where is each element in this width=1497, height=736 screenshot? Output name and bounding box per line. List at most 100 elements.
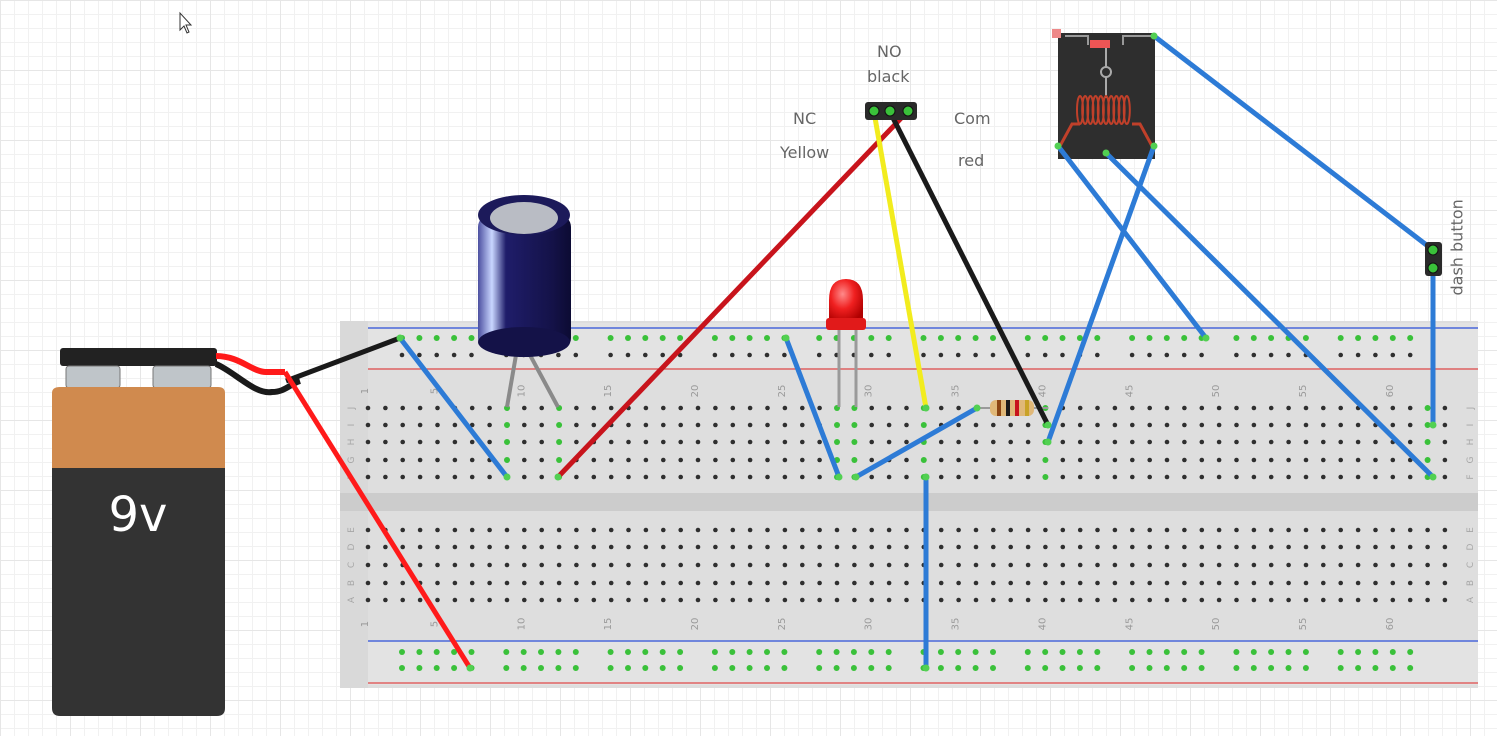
relay[interactable] [1052,29,1155,159]
breadboard-hole[interactable] [1407,474,1413,480]
breadboard-hole[interactable] [1321,405,1326,411]
breadboard-hole[interactable] [991,597,996,603]
breadboard-hole[interactable] [1425,527,1430,533]
breadboard-hole[interactable] [678,562,683,568]
rail-hole[interactable] [1198,649,1205,655]
rail-hole[interactable] [660,352,665,358]
rail-hole[interactable] [972,649,979,655]
breadboard-hole[interactable] [1338,405,1343,411]
breadboard-hole[interactable] [1251,474,1257,480]
breadboard-hole[interactable] [1043,597,1048,603]
breadboard-hole[interactable] [1008,439,1013,445]
rail-hole[interactable] [973,352,978,358]
breadboard-hole[interactable] [991,562,996,568]
wire-blue-6[interactable] [1056,144,1208,340]
breadboard-hole[interactable] [400,544,406,550]
breadboard-hole[interactable] [904,422,909,428]
breadboard-hole[interactable] [1077,405,1083,411]
breadboard-hole[interactable] [1355,562,1361,568]
breadboard-hole[interactable] [1268,562,1274,568]
rail-hole[interactable] [990,649,996,655]
breadboard-hole[interactable] [661,580,666,586]
breadboard-hole[interactable] [1077,474,1083,480]
breadboard-hole[interactable] [782,457,788,463]
breadboard-hole[interactable] [800,422,805,428]
rail-hole[interactable] [816,335,823,341]
breadboard-hole[interactable] [1216,457,1222,463]
rail-hole[interactable] [764,649,770,655]
breadboard-hole[interactable] [435,439,440,445]
breadboard-hole[interactable] [1025,439,1031,445]
breadboard-hole[interactable] [661,457,666,463]
breadboard-hole[interactable] [522,580,527,586]
breadboard-hole[interactable] [1338,544,1343,550]
rail-hole[interactable] [937,665,944,671]
breadboard-hole[interactable] [1216,580,1222,586]
wire-endpoint[interactable] [503,473,511,481]
breadboard-hole[interactable] [522,422,527,428]
breadboard-hole[interactable] [956,544,961,550]
breadboard-hole[interactable] [1199,527,1205,533]
breadboard-hole[interactable] [1182,597,1187,603]
breadboard-hole[interactable] [817,439,822,445]
breadboard-hole[interactable] [556,597,562,603]
breadboard-hole[interactable] [400,422,406,428]
breadboard-hole[interactable] [747,597,753,603]
breadboard-hole[interactable] [713,439,718,445]
breadboard-hole[interactable] [938,580,944,586]
breadboard-hole[interactable] [1303,597,1309,603]
breadboard-hole[interactable] [991,439,996,445]
rail-hole[interactable] [729,665,736,671]
rail-hole[interactable] [573,352,579,358]
rail-hole[interactable] [885,335,892,341]
wire-blue-8[interactable] [1152,34,1435,252]
breadboard-hole[interactable] [504,457,510,463]
rail-hole[interactable] [642,665,649,671]
wire-endpoint[interactable] [922,664,930,672]
breadboard-hole[interactable] [1112,597,1118,603]
breadboard-hole[interactable] [730,422,736,428]
breadboard-hole[interactable] [1008,544,1013,550]
rail-hole[interactable] [711,335,718,341]
breadboard-hole[interactable] [626,562,631,568]
electrolytic-capacitor[interactable] [478,195,571,408]
breadboard-hole[interactable] [417,474,423,480]
breadboard-hole[interactable] [400,457,406,463]
rail-hole[interactable] [1198,665,1205,671]
rail-hole[interactable] [677,665,684,671]
breadboard-hole[interactable] [539,405,544,411]
rail-hole[interactable] [990,335,996,341]
rail-hole[interactable] [1233,649,1240,655]
breadboard-hole[interactable] [452,439,458,445]
breadboard-hole[interactable] [608,474,614,480]
breadboard-hole[interactable] [1373,527,1378,533]
rail-hole[interactable] [1164,352,1170,358]
breadboard-hole[interactable] [487,405,492,411]
rail-hole[interactable] [1129,352,1135,358]
breadboard-hole[interactable] [539,422,544,428]
dash-button-header[interactable] [1425,242,1442,276]
breadboard-hole[interactable] [383,597,388,603]
breadboard-hole[interactable] [713,544,718,550]
battery-red-lead[interactable] [215,353,285,375]
breadboard-hole[interactable] [365,439,371,445]
breadboard-hole[interactable] [574,527,579,533]
rail-hole[interactable] [764,335,770,341]
breadboard-hole[interactable] [643,422,649,428]
breadboard-hole[interactable] [539,544,544,550]
breadboard-hole[interactable] [869,457,874,463]
breadboard-hole[interactable] [1286,544,1291,550]
breadboard-hole[interactable] [886,544,892,550]
breadboard-hole[interactable] [1234,457,1239,463]
breadboard-hole[interactable] [973,544,979,550]
breadboard-hole[interactable] [452,474,458,480]
breadboard-hole[interactable] [435,527,440,533]
breadboard-hole[interactable] [1042,474,1049,480]
breadboard-hole[interactable] [713,527,718,533]
rail-hole[interactable] [1268,335,1275,341]
rail-hole[interactable] [1389,335,1396,341]
breadboard-hole[interactable] [591,544,597,550]
rail-hole[interactable] [572,335,579,341]
breadboard-hole[interactable] [1303,439,1309,445]
breadboard-hole[interactable] [834,562,840,568]
